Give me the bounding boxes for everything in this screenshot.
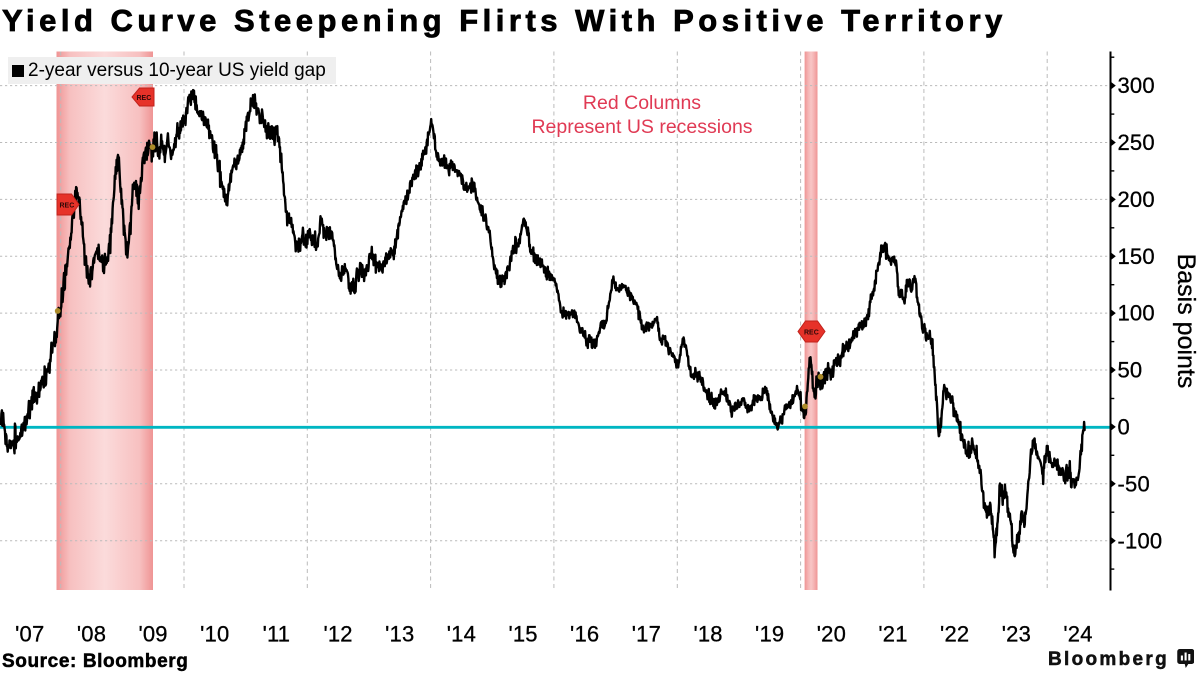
svg-text:-100: -100: [1118, 528, 1163, 553]
svg-text:0: 0: [1118, 415, 1130, 440]
svg-text:REC: REC: [804, 329, 819, 336]
svg-text:'14: '14: [447, 622, 476, 647]
svg-text:'15: '15: [508, 622, 537, 647]
svg-text:200: 200: [1118, 187, 1155, 212]
svg-text:'16: '16: [570, 622, 599, 647]
svg-text:'13: '13: [385, 622, 414, 647]
svg-text:REC: REC: [137, 95, 152, 102]
svg-text:'17: '17: [632, 622, 661, 647]
svg-text:REC: REC: [60, 202, 75, 209]
svg-text:50: 50: [1118, 358, 1143, 383]
svg-text:'09: '09: [138, 622, 167, 647]
svg-text:'23: '23: [1002, 622, 1031, 647]
svg-text:'11: '11: [263, 622, 291, 647]
svg-text:'18: '18: [693, 622, 722, 647]
svg-text:300: 300: [1118, 73, 1155, 98]
svg-text:-50: -50: [1118, 471, 1150, 496]
svg-text:'07: '07: [15, 622, 44, 647]
svg-text:250: 250: [1118, 130, 1155, 155]
svg-text:'21: '21: [878, 622, 907, 647]
svg-text:'12: '12: [323, 622, 352, 647]
svg-text:100: 100: [1118, 301, 1155, 326]
svg-text:'08: '08: [77, 622, 106, 647]
svg-text:150: 150: [1118, 244, 1155, 269]
svg-text:Basis points: Basis points: [1172, 254, 1200, 389]
svg-text:'22: '22: [940, 622, 969, 647]
svg-text:'20: '20: [817, 622, 846, 647]
svg-text:'24: '24: [1063, 622, 1092, 647]
svg-text:'19: '19: [755, 622, 784, 647]
svg-text:'10: '10: [200, 622, 229, 647]
